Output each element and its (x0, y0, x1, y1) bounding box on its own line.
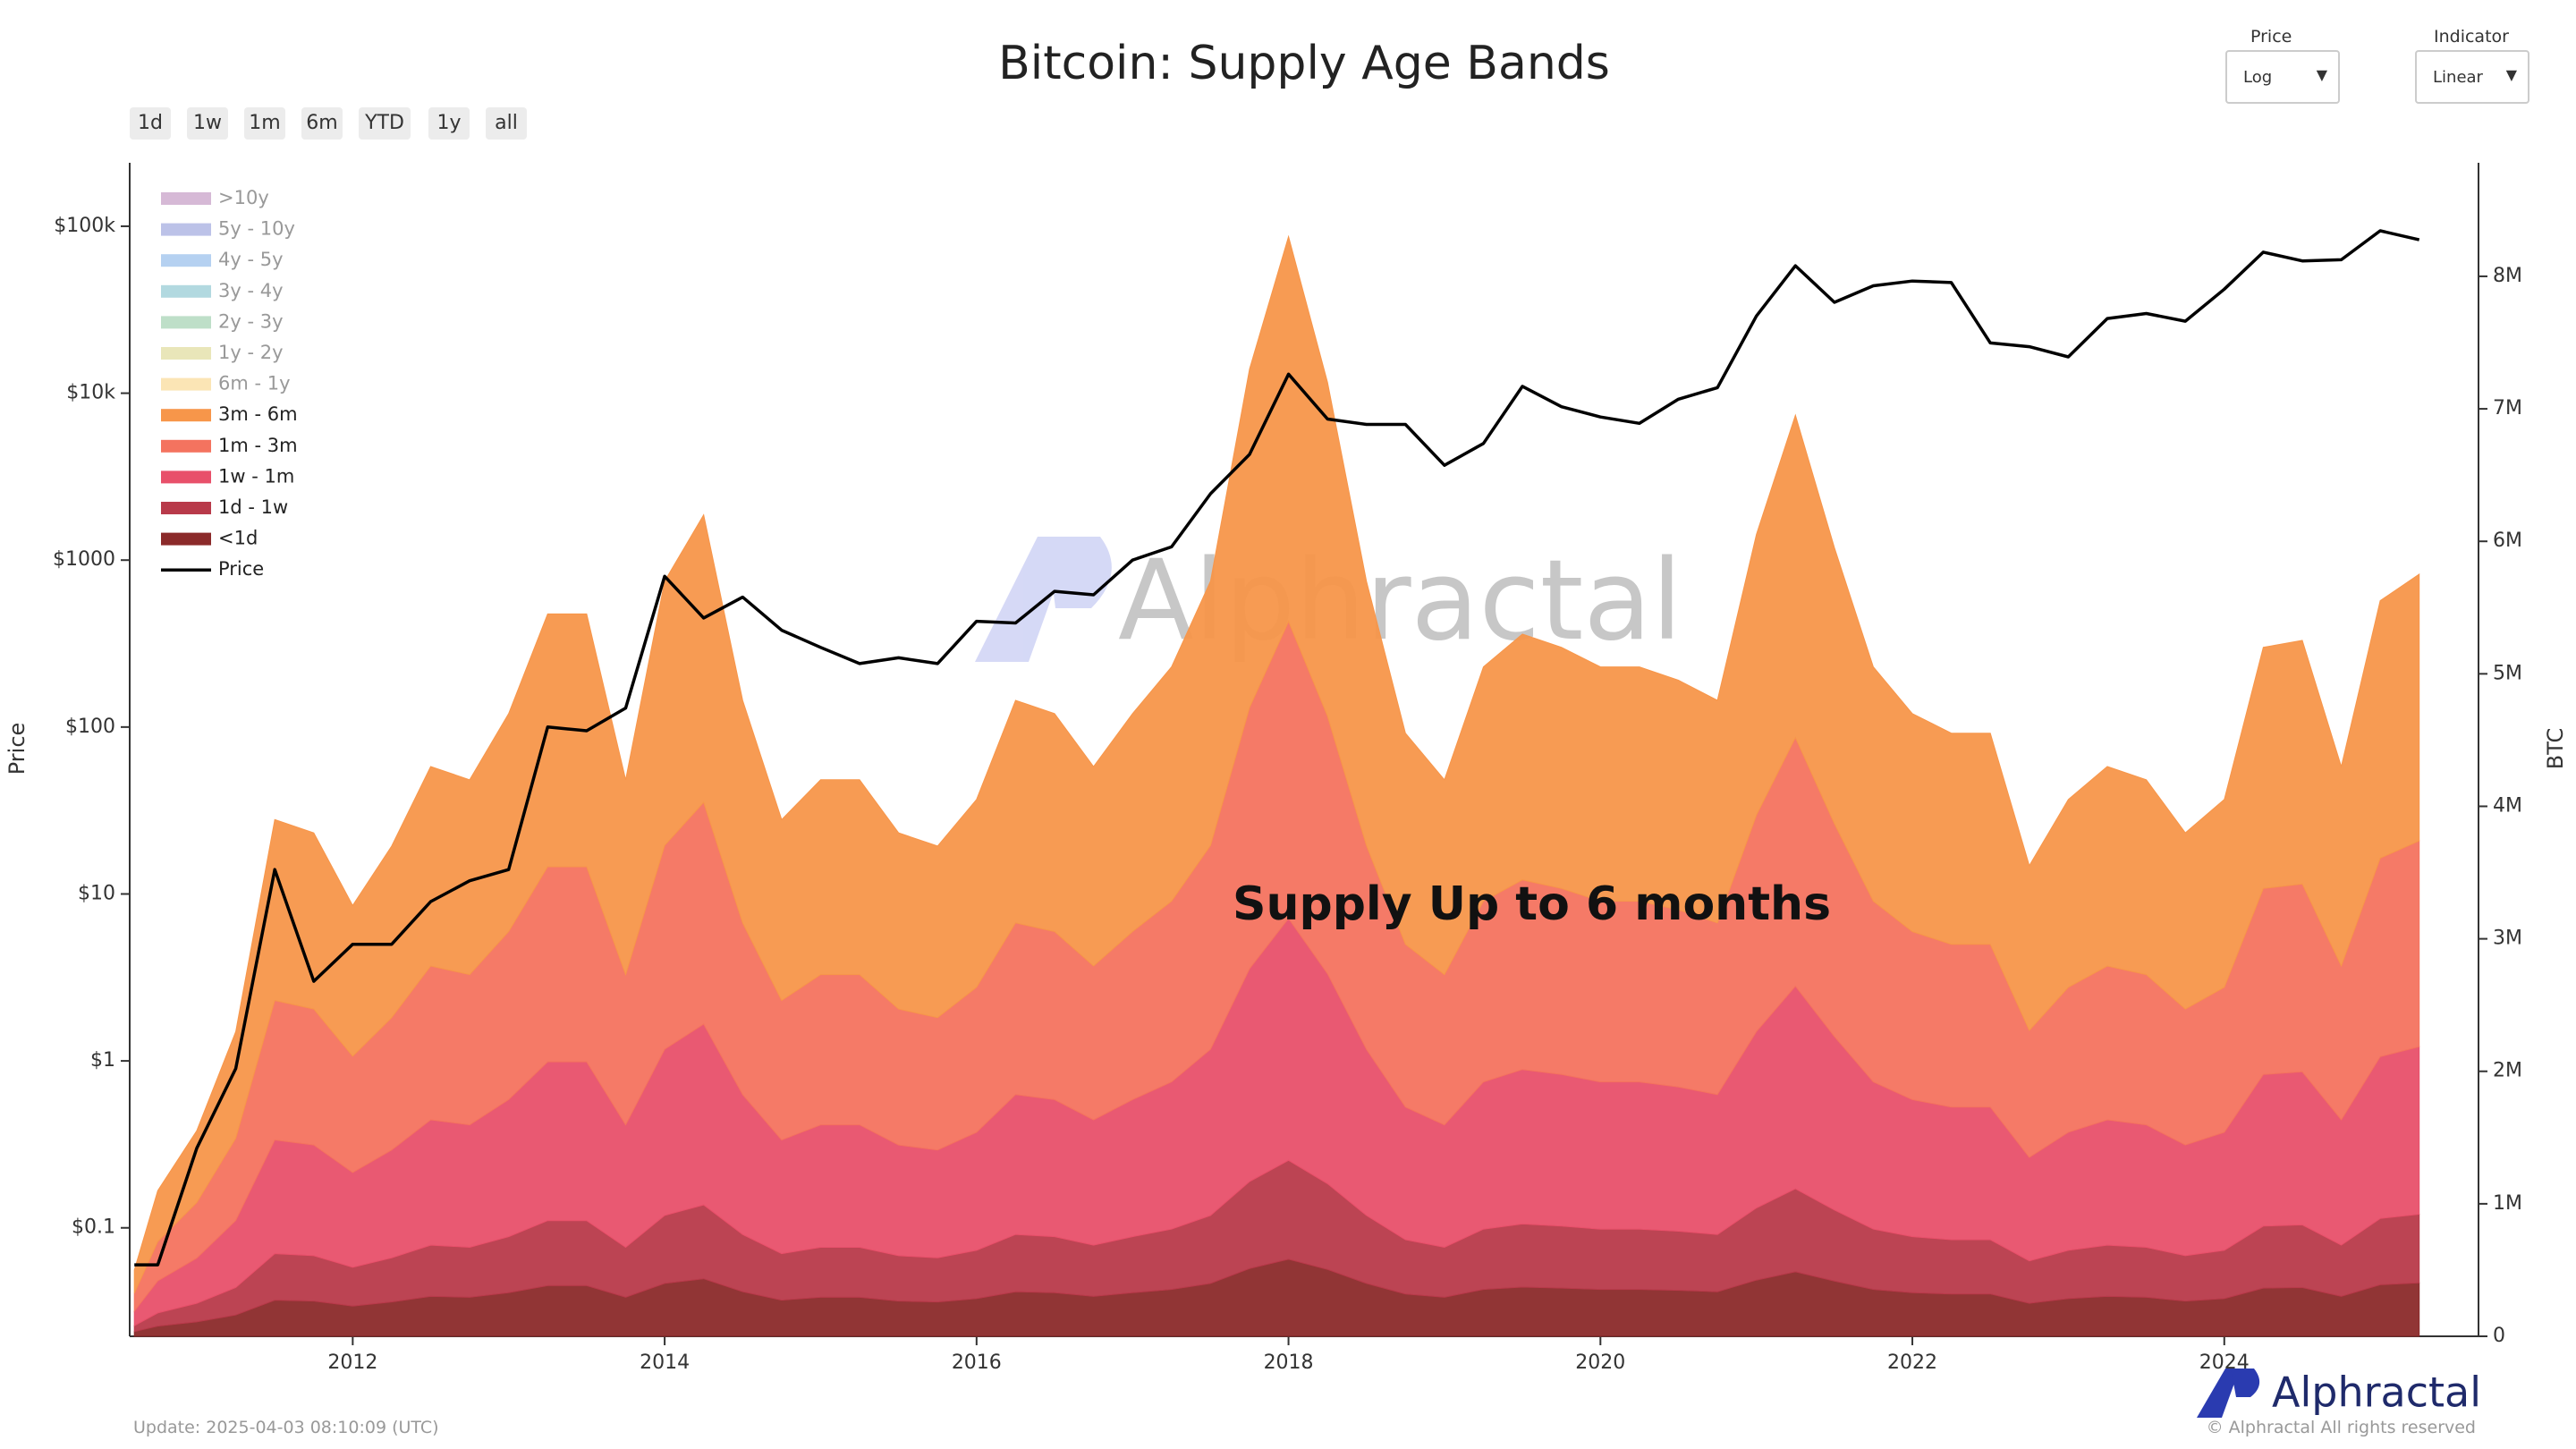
legend-swatch (161, 532, 211, 546)
legend-label: 1m - 3m (218, 435, 298, 456)
y2-tick-label: 8M (2493, 265, 2522, 287)
y2-tick-label: 2M (2493, 1060, 2522, 1082)
y2-tick-label: 4M (2493, 794, 2522, 817)
legend-swatch (161, 223, 211, 236)
legend-swatch (161, 347, 211, 360)
y-tick-label: $10k (66, 382, 115, 404)
y-tick-label: $0.1 (72, 1216, 115, 1239)
legend-swatch (161, 470, 211, 484)
legend-label: 4y - 5y (218, 249, 284, 270)
legend-label: 5y - 10y (218, 218, 295, 240)
legend-label: 1w - 1m (218, 465, 294, 487)
price-scale-label: Price (2250, 27, 2292, 47)
legend-label: 1d - 1w (218, 496, 288, 518)
y-tick-label: $1 (90, 1049, 115, 1072)
area-band (133, 234, 2420, 1294)
x-tick-label: 2020 (1575, 1352, 1625, 1374)
x-tick-label: 2014 (640, 1352, 690, 1374)
legend-swatch (161, 192, 211, 205)
x-tick-label: 2022 (1887, 1352, 1937, 1374)
y-tick-label: $100k (54, 215, 115, 237)
legend-swatch (161, 377, 211, 391)
y2-tick-label: 7M (2493, 397, 2522, 419)
legend-label: 2y - 3y (218, 310, 284, 332)
plot-area: $0.1 $1 $10 $100 $1000 $10k $100k 0 1M 2M 3M 4M 5M 6M… (53, 163, 2522, 1374)
y2-tick-label: 5M (2493, 662, 2522, 684)
legend-swatch (161, 502, 211, 514)
x-tick-label: 2016 (952, 1352, 1002, 1374)
legend-label: Price (218, 558, 264, 580)
legend-swatch (161, 409, 211, 422)
annotation: Supply Up to 6 months (1233, 877, 1831, 931)
legend-label: 6m - 1y (218, 373, 291, 394)
update-time: Update: 2025-04-03 08:10:09 (UTC) (133, 1418, 439, 1437)
legend-swatch (161, 316, 211, 329)
y2-axis-label: BTC (2543, 728, 2568, 769)
copyright: © Alphractal All rights reserved (2206, 1418, 2476, 1437)
y2-tick-label: 1M (2493, 1192, 2522, 1215)
legend-label: >10y (218, 187, 269, 208)
price-line (134, 229, 2420, 1267)
y2-tick-label: 0 (2493, 1325, 2505, 1347)
x-tick-label: 2012 (327, 1352, 377, 1374)
y-tick-label: $10 (78, 882, 115, 904)
legend-label: 3y - 4y (218, 280, 284, 301)
price-scale-dropdown[interactable]: Log (2225, 50, 2340, 104)
x-tick-label: 2018 (1264, 1352, 1314, 1374)
range-button[interactable]: all (486, 107, 527, 140)
legend-label: 3m - 6m (218, 403, 298, 425)
watermark-logo (975, 537, 1112, 662)
chart-title: Bitcoin: Supply Age Bands (998, 37, 1610, 90)
range-button[interactable]: 6m (301, 107, 343, 140)
range-button[interactable]: 1w (187, 107, 228, 140)
indicator-dropdown[interactable]: Linear (2415, 50, 2529, 104)
range-button[interactable]: 1d (130, 107, 171, 140)
range-button[interactable]: 1y (428, 107, 470, 140)
range-button[interactable]: YTD (359, 107, 411, 140)
y-tick-label: $100 (65, 716, 115, 738)
y-tick-label: $1000 (53, 548, 115, 571)
y-axis-label: Price (4, 723, 30, 775)
legend-swatch (161, 254, 211, 267)
indicator-label: Indicator (2434, 27, 2509, 47)
y2-tick-label: 3M (2493, 928, 2522, 950)
legend-swatch (161, 439, 211, 453)
legend-label: <1d (218, 528, 258, 549)
y2-tick-label: 6M (2493, 530, 2522, 552)
x-tick-label: 2024 (2199, 1352, 2250, 1374)
legend-label: 1y - 2y (218, 342, 284, 363)
legend-swatch (161, 284, 211, 298)
range-button[interactable]: 1m (244, 107, 285, 140)
